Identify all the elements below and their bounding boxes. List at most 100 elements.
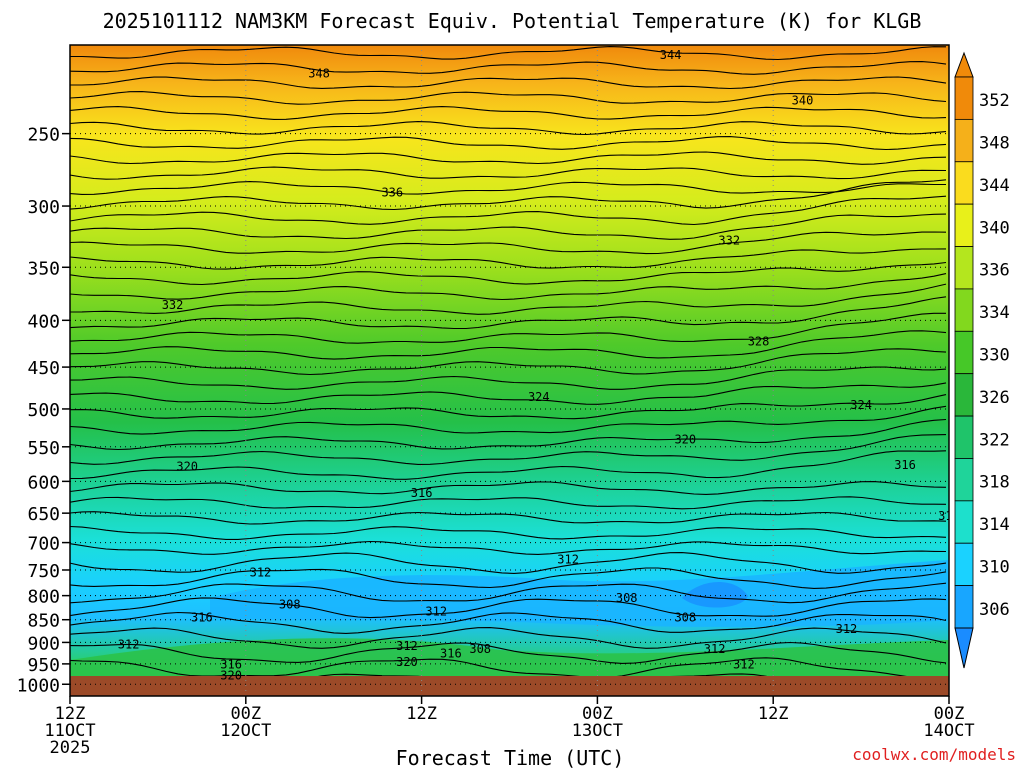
contour-label-text: 324 [528,390,550,404]
x-tick-label: 12OCT [220,721,271,741]
contour-label: 336 [997,154,1019,168]
contour-label-text: 316 [411,486,433,500]
contour-label: 312 [836,622,858,636]
contour-line [70,91,947,105]
colorbar-label: 330 [979,346,1010,366]
x-tick-label: 12Z [758,704,789,724]
colorbar-label: 348 [979,134,1010,154]
contour-line [70,312,946,344]
contour-label-text: 312 [967,676,989,690]
y-tick-label: 450 [27,358,60,379]
colorbar-label: 336 [979,261,1010,281]
contour-label-text: 308 [279,597,301,611]
contour-label: 312 [557,552,579,566]
contour-label: 320 [396,655,418,669]
contour-label-text: 320 [220,668,242,682]
colorbar-segment [954,542,974,587]
contour-line [70,657,947,679]
contour-label-text: 320 [674,433,696,447]
contour-label: 348 [308,67,330,81]
contour-line [70,348,947,376]
contour-label: 312 [396,639,418,653]
colorbar-segment [954,458,974,502]
contour-label-text: 312 [396,639,418,653]
colorbar-segment [954,246,974,290]
grid-lines [70,45,949,696]
colorbar-segment [954,161,974,205]
contour-label: 316 [220,658,242,672]
contour-line [70,382,947,405]
contour-label-text: 316 [440,647,462,661]
colorbar-label: 344 [979,176,1010,196]
contour-line [70,552,947,574]
contour-label-text: 340 [792,94,814,108]
colorbar-label: 306 [979,600,1010,620]
contour-label-text: 336 [381,186,403,200]
contour-label: 312 [733,658,755,672]
colorbar-segment [954,500,974,544]
contour-line [70,76,947,90]
contour-label-text: 344 [660,48,682,62]
contour-line [70,597,947,619]
y-axis: 2503003504004505005506006507007508008509… [17,125,70,696]
contour-line [70,136,947,151]
contour-label-text: 316 [191,610,213,624]
contour-label: 344 [660,48,682,62]
contour-line [70,248,947,270]
colorbar-label: 340 [979,218,1010,238]
contour-label: 312 [967,676,989,690]
contour-label: 340 [792,94,814,108]
contour-label: 316 [440,647,462,661]
x-axis-label: Forecast Time (UTC) [396,746,625,768]
contour-line [70,511,947,525]
colorbar: 352 348 344 340 336 334 330 326 322 318 314 310 306 [954,51,1010,669]
contour-label-text: 312 [836,622,858,636]
y-tick-label: 800 [27,587,60,608]
contour-line [70,283,947,315]
contour-line [70,166,947,180]
contour-label: 308 [674,610,696,624]
contour-label-text: 316 [894,458,916,472]
contour-label-text: 316 [220,658,242,672]
contour-label: 312 [704,642,726,656]
contour-label: 308 [469,642,491,656]
contour-line [70,151,947,165]
contour-line [70,567,947,589]
colorbar-bottom-arrow [954,627,974,669]
plot-frame [69,44,950,697]
y-tick-label: 400 [27,311,60,332]
contour-line [70,330,947,360]
contour-label: 332 [162,298,184,312]
cold-core-blob [682,581,748,608]
x-tick-label: 00Z [230,704,261,724]
contour-label-text: 320 [176,460,198,474]
contour-label: 336 [381,186,403,200]
contour-line [70,213,947,240]
colorbar-segment [954,373,974,417]
contour-label-text: 312 [425,605,447,619]
contour-label-text: 312 [704,642,726,656]
contour-line [70,273,947,301]
y-tick-label: 900 [27,633,60,654]
colorbar-segment [954,415,974,459]
y-tick-label: 300 [27,197,60,218]
contour-label-text: 312 [118,638,140,652]
contour-line [70,540,947,555]
contour-line [70,418,947,451]
contour-label-text: 312 [557,552,579,566]
contour-label-text: 308 [674,610,696,624]
contour-line [70,179,947,211]
contour-line [70,121,947,136]
contour-line [70,61,947,75]
contour-label-text: 332 [162,298,184,312]
x-tick-label: 00Z [934,704,965,724]
contour-label: 320 [674,433,696,447]
colorbar-label: 314 [979,515,1010,535]
contour-line [70,450,947,480]
contour-label: 324 [528,390,550,404]
colorbar-segment [954,203,974,247]
contour-line [70,641,947,664]
y-tick-label: 850 [27,611,60,632]
